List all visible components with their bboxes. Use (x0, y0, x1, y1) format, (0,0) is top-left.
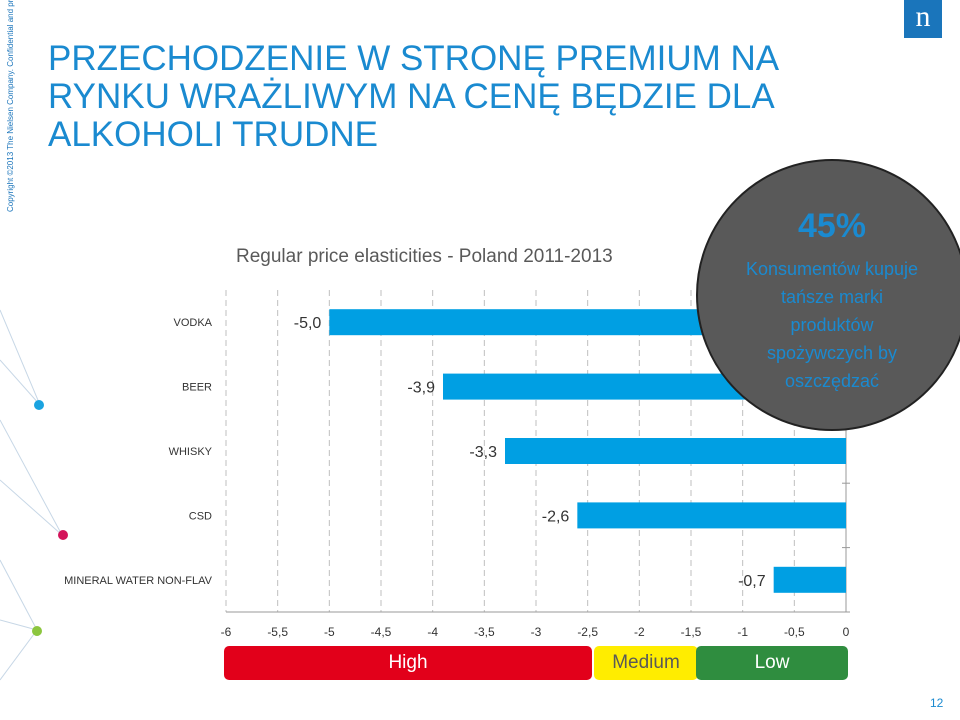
decor-dot-red (58, 530, 68, 540)
page-number: 12 (930, 696, 944, 710)
bar (773, 566, 846, 593)
bar-value-label: -3,9 (407, 380, 435, 397)
x-tick-label: -1 (737, 625, 748, 639)
category-label: MINERAL WATER NON-FLAV (64, 575, 213, 587)
x-tick-label: -6 (221, 625, 232, 639)
nielsen-logo: n (904, 0, 942, 38)
band-medium: Medium (594, 646, 698, 680)
bar-value-label: -5,0 (294, 315, 322, 332)
bar-value-label: -0,7 (738, 573, 766, 590)
x-tick-label: -2 (634, 625, 645, 639)
category-label: VODKA (173, 317, 212, 329)
chart-title: Regular price elasticities - Poland 2011… (236, 246, 613, 267)
stat-text: Konsumentów kupuje tańsze marki produktó… (745, 259, 919, 391)
x-tick-label: -2,5 (577, 625, 598, 639)
x-tick-label: -3 (531, 625, 542, 639)
x-tick-label: -4,5 (371, 625, 392, 639)
x-tick-label: -1,5 (681, 625, 702, 639)
x-tick-label: -5,5 (267, 625, 288, 639)
category-label: CSD (189, 510, 212, 522)
x-tick-label: 0 (843, 625, 850, 639)
bar (577, 502, 846, 529)
band-high: High (224, 646, 592, 680)
category-label: WHISKY (169, 446, 213, 458)
stat-percent: 45% (797, 207, 867, 245)
decor-dot-blue (34, 400, 44, 410)
page-title: PRZECHODZENIE W STRONĘ PREMIUM NA RYNKU … (48, 39, 778, 154)
band-low: Low (696, 646, 848, 680)
band-low-label: Low (754, 652, 790, 673)
category-label: BEER (182, 382, 212, 394)
x-tick-label: -4 (427, 625, 438, 639)
bar-value-label: -2,6 (542, 508, 570, 525)
band-medium-label: Medium (612, 652, 680, 673)
band-high-label: High (388, 652, 428, 673)
consumer-stat-bubble: 45% Konsumentów kupuje tańsze marki prod… (696, 159, 960, 431)
x-tick-label: -0,5 (784, 625, 805, 639)
x-tick-label: -3,5 (474, 625, 495, 639)
decor-dot-green (32, 626, 42, 636)
x-tick-label: -5 (324, 625, 335, 639)
bar (505, 438, 846, 464)
bar-value-label: -3,3 (469, 444, 497, 461)
